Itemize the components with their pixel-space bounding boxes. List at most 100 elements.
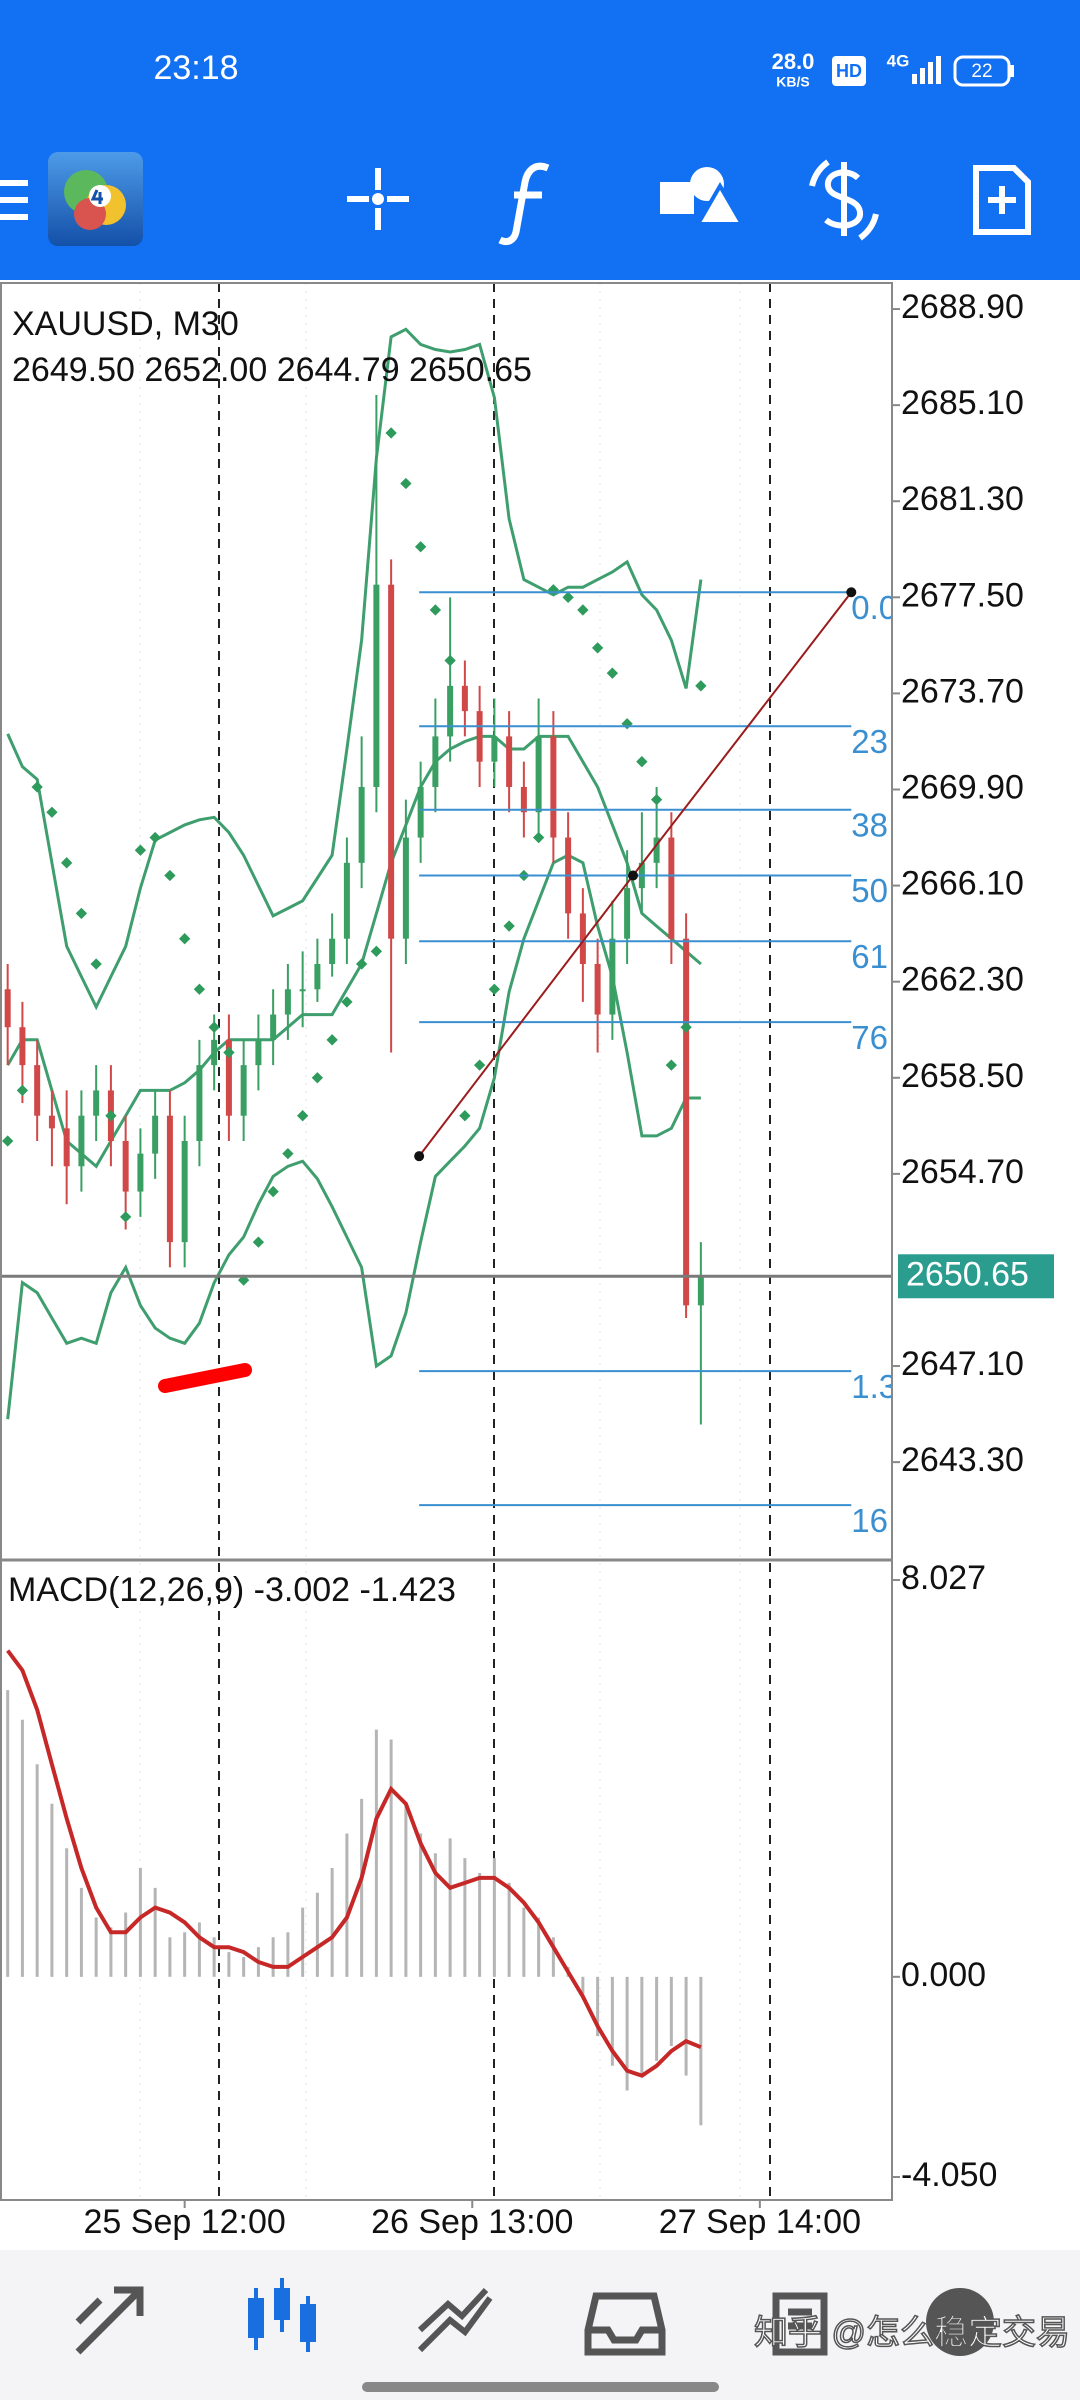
candle-body [520,786,527,813]
fib-label: 0.0 [851,589,897,626]
y-tick-label: 2681.30 [901,480,1024,518]
axes: 2688.90 2685.10 2681.30 2677.50 2673.70 2669.… [0,288,1054,2241]
macd-chart [6,1649,703,2126]
candle-body [314,963,321,990]
nav-quotes[interactable] [75,2286,144,2355]
candle-body [447,685,454,737]
candle-body [270,1014,277,1040]
y-tick-label: 2658.50 [901,1057,1024,1095]
signal-line [6,1649,702,2078]
crosshair-button[interactable] [347,168,409,230]
candle-body [535,736,542,813]
sar-dot [134,844,147,856]
candle-body [624,888,631,939]
battery-icon [953,55,1011,87]
y-tick-label: 2685.10 [901,384,1024,422]
ohlc-readout: 2649.50 2652.00 2644.79 2650.65 [12,351,532,389]
sar-dot [31,781,43,793]
hd-badge [832,56,866,86]
sar-dot [606,667,619,679]
indicators-button[interactable] [498,162,550,246]
sar-dot [120,1211,132,1223]
network-type: 4G [887,51,910,70]
candle-body [166,1115,173,1243]
y-tick-label: 2662.30 [901,961,1024,999]
sar-dot [429,604,442,616]
nav-chart[interactable] [248,2278,316,2352]
app-header [0,0,1080,280]
candle-body [78,1115,85,1167]
sar-dot [680,1021,692,1033]
sar-dot [178,933,191,945]
x-tick-label: 25 Sep 12:00 [84,2203,286,2241]
y-tick-label: 2677.50 [901,576,1024,614]
sar-dot [252,1236,265,1248]
sar-dot [105,1110,117,1122]
candle-body [388,584,395,939]
menu-button[interactable] [0,180,28,220]
y-tick-label: 0.000 [901,1956,986,1994]
new-order-button[interactable] [973,165,1031,235]
sar-dot [46,806,58,818]
nav-trade[interactable] [417,2287,493,2353]
candle-body [343,862,350,939]
candle-body [19,1027,26,1066]
sar-dot [296,1110,309,1122]
candle-body [63,1128,70,1167]
symbol-title: XAUUSD, M30 [12,305,239,343]
candle-body [152,1115,159,1154]
candle-body [653,837,660,863]
battery-level: 22 [971,61,992,82]
candle-body [373,584,380,787]
fib-label: 16 [851,1502,888,1539]
objects-button[interactable] [660,167,746,226]
y-tick-label: 8.027 [901,1559,986,1597]
nav-history[interactable] [584,2292,666,2356]
candle-body [137,1153,144,1192]
sar-dot [355,958,368,970]
fib-label: 23 [851,723,888,760]
nav-news[interactable] [772,2292,828,2356]
sar-dot [695,680,707,692]
candle-body [491,736,498,762]
sar-dot [341,996,353,1008]
sar-dot [577,604,589,616]
candle-body [697,1276,704,1306]
candle-body [550,736,557,838]
bollinger-band [6,734,702,1169]
last-price-box [898,1254,1054,1299]
bollinger-band [6,327,703,1011]
sar-dot [282,1147,294,1160]
sar-dot [149,831,161,844]
candle-body [329,938,336,964]
sar-dot [2,1135,14,1147]
sar-dot [311,1072,324,1084]
fib-label: 50 [851,872,888,909]
sar-dot [473,1059,486,1071]
candle-body [506,736,513,787]
candle-body [299,989,306,992]
net-speed: 28.0 [772,49,815,74]
y-tick-label: 2688.90 [901,288,1024,326]
trade-button[interactable] [809,159,879,241]
last-price-label: 2650.65 [906,1255,1029,1293]
nav-settings[interactable] [926,2288,994,2356]
battery-tip [1010,65,1014,77]
candle-body [93,1090,100,1116]
sar-dot [193,983,206,995]
app-logo[interactable] [48,152,143,246]
candle-body [417,786,424,838]
trend-point [414,1151,425,1162]
candle-body [432,736,439,787]
sar-dot [223,1046,235,1059]
candle-body [358,786,365,863]
candle-body [4,989,11,1028]
bollinger-band [6,853,701,1420]
sar-dot [459,1110,471,1122]
sar-dot [61,857,73,869]
y-tick-label: 2666.10 [901,865,1024,903]
chart-frame [0,282,893,2201]
signal-icon [912,56,941,84]
candle-body [122,1140,129,1192]
fib-label: 38 [851,806,888,843]
